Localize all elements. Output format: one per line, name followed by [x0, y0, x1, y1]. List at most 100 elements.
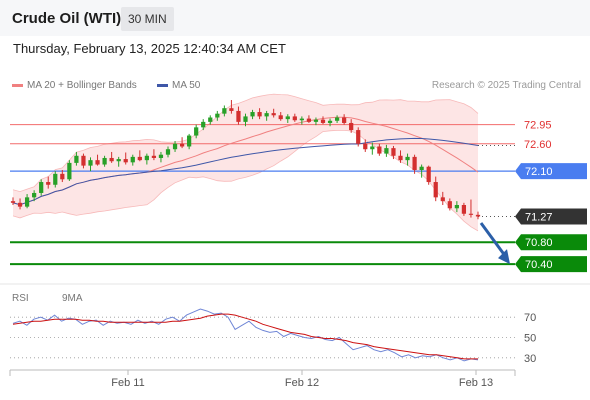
pivot-tag-label: 72.10	[525, 166, 553, 178]
candle-body	[88, 160, 93, 166]
candle-body	[109, 157, 114, 162]
candle-body	[116, 159, 121, 162]
candle-body	[468, 213, 474, 215]
candle-body	[334, 117, 340, 121]
candle-body	[17, 202, 23, 207]
support-1-tag-label: 70.80	[525, 237, 553, 249]
timestamp: Thursday, February 13, 2025 12:40:34 AM …	[13, 41, 286, 56]
bollinger-band-area	[13, 94, 478, 231]
candle-body	[53, 173, 58, 185]
candle-body	[187, 135, 192, 147]
candle-body	[60, 173, 65, 180]
candle-body	[194, 127, 199, 136]
ma50-line	[12, 137, 479, 206]
candle-body	[250, 112, 255, 117]
candle-body	[46, 182, 51, 185]
candle-body	[426, 166, 431, 183]
rsi-level-label: 30	[524, 353, 536, 365]
candle-body	[24, 197, 30, 207]
candle-body	[419, 166, 424, 170]
candle-body	[201, 121, 206, 128]
rsi-ma-legend: 9MA	[62, 293, 83, 304]
timeframe-button[interactable]: 30 MIN	[121, 7, 174, 31]
candle-body	[285, 116, 290, 120]
pivot-tag	[515, 163, 587, 180]
candle-body	[264, 113, 269, 117]
candle-body	[475, 214, 481, 217]
candle-body	[67, 162, 72, 180]
resistance-1-label: 72.95	[524, 120, 552, 132]
rsi-level-label: 70	[524, 312, 536, 324]
candle-body	[222, 108, 227, 114]
candle-body	[74, 155, 79, 163]
rsi-legend-label: RSI	[12, 293, 29, 304]
candle-body	[32, 192, 37, 198]
rsi-panel: 70 50 30	[10, 308, 536, 365]
candle-body	[461, 205, 467, 214]
level-tags: 72.95 72.60 72.10 70.80 70.40 71.27	[515, 120, 587, 273]
candle-body	[130, 156, 135, 163]
candle-body	[447, 201, 452, 209]
candle-body	[363, 143, 368, 150]
instrument-title: Crude Oil (WTI)	[12, 10, 122, 27]
candle-body	[10, 201, 16, 203]
ma20-legend: MA 20 + Bollinger Bands	[12, 80, 137, 91]
ma50-swatch	[157, 83, 168, 87]
candle-body	[278, 115, 283, 120]
candle-body	[208, 117, 213, 122]
candle-body	[370, 146, 375, 150]
support-2-tag-label: 70.40	[525, 259, 553, 271]
candle-body	[81, 155, 86, 166]
forecast-arrow-shaft	[479, 222, 508, 258]
candle-body	[229, 108, 234, 111]
candle-body	[405, 156, 410, 161]
ma20-legend-label: MA 20 + Bollinger Bands	[27, 80, 137, 91]
candle-body	[398, 155, 403, 161]
candle-body	[257, 112, 262, 117]
research-credit: Research © 2025 Trading Central	[431, 80, 581, 91]
chart-header: Crude Oil (WTI) 30 MIN	[0, 0, 590, 36]
candle-body	[144, 155, 149, 161]
ma50-legend: MA 50	[157, 80, 200, 91]
support-1-tag	[515, 234, 587, 251]
candle-body	[123, 159, 128, 163]
level-lines	[0, 124, 590, 285]
candle-body	[412, 156, 417, 170]
candle-body	[377, 146, 382, 154]
last-price-tag	[515, 208, 587, 225]
candle-body	[313, 119, 319, 122]
bollinger-upper	[12, 93, 479, 193]
ma50-legend-label: MA 50	[172, 80, 201, 91]
candle-body	[95, 160, 100, 165]
candle-body	[151, 155, 157, 158]
last-price-tag-label: 71.27	[525, 211, 553, 223]
candle-body	[320, 119, 326, 123]
rsi-line	[12, 308, 479, 362]
rsi-legend: RSI	[12, 293, 29, 304]
candle-body	[292, 116, 297, 121]
candle-body	[172, 143, 178, 150]
candle-body	[306, 118, 312, 122]
candle-body	[215, 113, 220, 118]
candle-body	[433, 182, 438, 198]
candle-body	[440, 197, 445, 202]
candle-body	[342, 117, 347, 123]
x-tick-label: Feb 11	[111, 377, 144, 389]
candles	[10, 100, 481, 220]
candle-body	[454, 205, 459, 209]
candle-body	[236, 110, 241, 122]
candle-body	[158, 154, 164, 158]
candle-body	[165, 149, 171, 155]
candle-body	[327, 120, 333, 123]
ma20-swatch	[12, 83, 23, 87]
forecast-arrow	[479, 222, 510, 265]
candle-body	[299, 118, 304, 121]
candle-body	[349, 122, 354, 131]
candle-body	[391, 148, 396, 156]
rsi-ma-line	[12, 313, 478, 360]
candle-body	[137, 156, 142, 161]
resistance-2-label: 72.60	[524, 139, 552, 151]
candle-body	[243, 116, 248, 122]
